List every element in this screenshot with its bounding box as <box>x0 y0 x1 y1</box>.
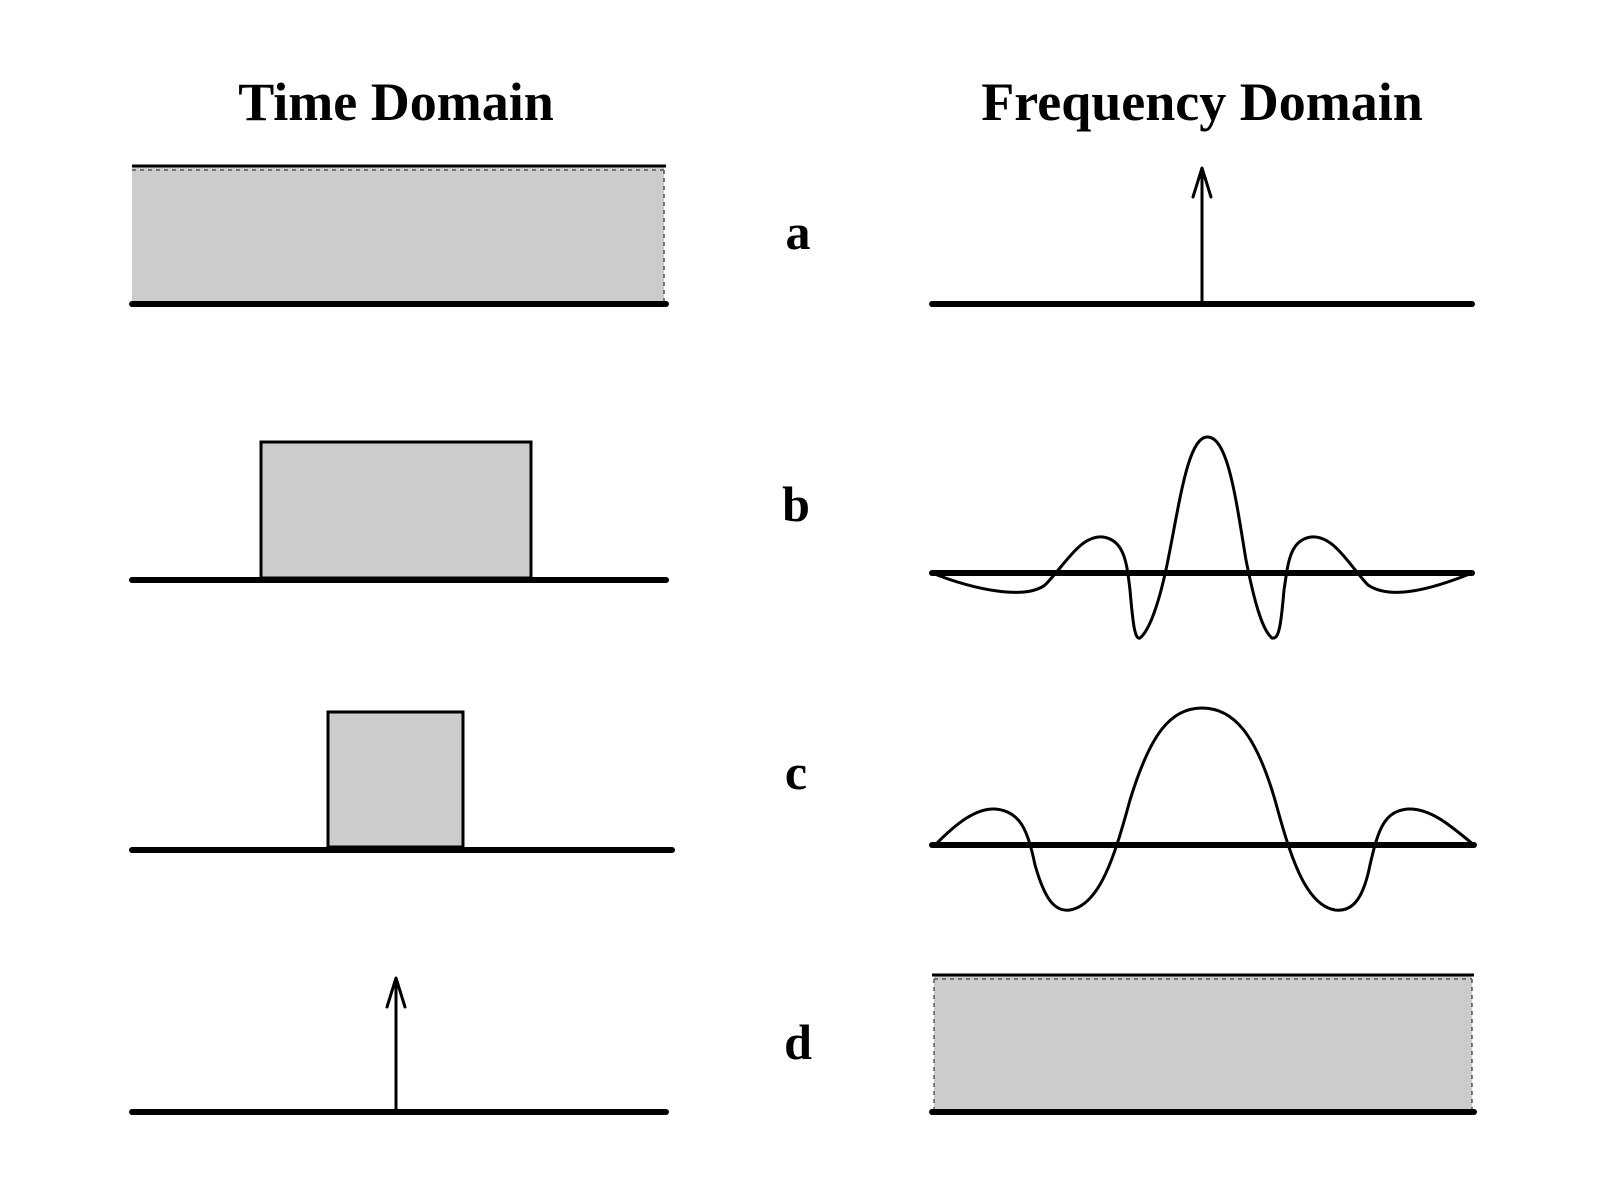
row-d-frequency-constant <box>929 973 1477 1115</box>
row-c-frequency-wide-sinc <box>929 706 1477 912</box>
constant-band-fill <box>934 975 1472 1112</box>
constant-fill <box>132 166 664 304</box>
row-b-frequency-narrow-sinc <box>929 435 1475 640</box>
row-label-b: b <box>782 476 810 532</box>
wide-pulse-box <box>259 440 533 580</box>
row-label-c: c <box>785 744 807 800</box>
row-b-time-wide-pulse <box>129 440 669 583</box>
impulse-arrowhead <box>1191 166 1213 199</box>
narrow-pulse-box <box>326 710 465 849</box>
impulse-arrowhead-d <box>385 976 407 1009</box>
row-label-a: a <box>786 204 811 260</box>
row-a-frequency-impulse <box>929 166 1475 307</box>
row-d-time-impulse <box>129 976 669 1115</box>
row-c-time-narrow-pulse <box>129 710 675 853</box>
row-a-time-constant <box>129 164 669 307</box>
row-label-d: d <box>784 1014 812 1070</box>
frequency-domain-heading: Frequency Domain <box>981 72 1423 132</box>
wide-sinc-curve <box>935 706 1475 912</box>
narrow-sinc-curve <box>931 435 1473 640</box>
time-domain-heading: Time Domain <box>238 72 554 132</box>
